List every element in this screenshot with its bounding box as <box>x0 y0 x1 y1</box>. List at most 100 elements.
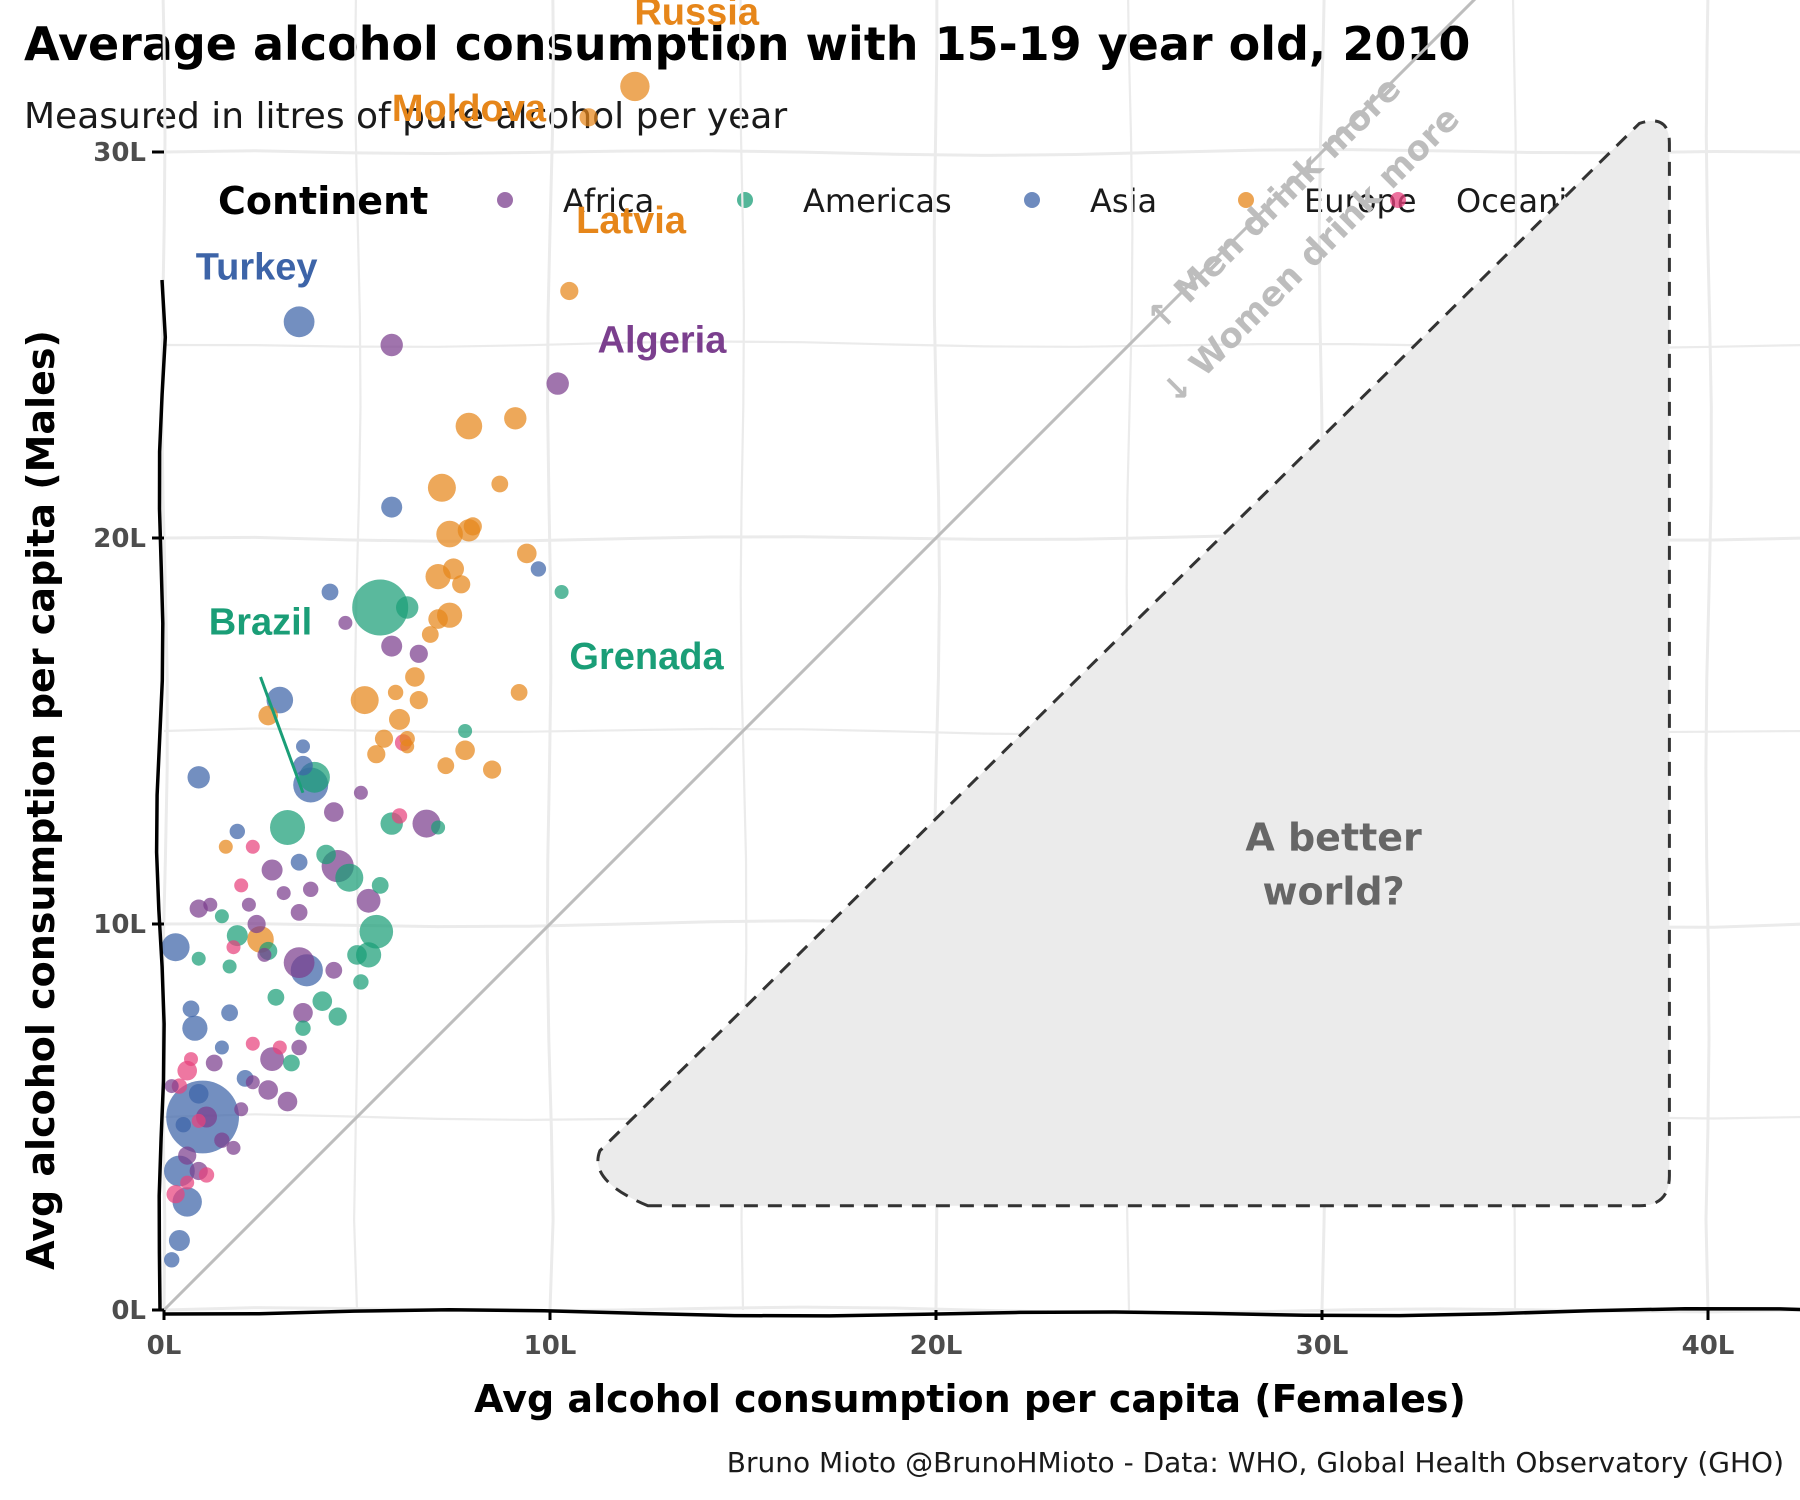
data-point-africa <box>205 1054 223 1072</box>
data-point-africa <box>245 1075 260 1090</box>
data-points <box>161 71 650 1268</box>
data-point-europe <box>387 684 404 701</box>
data-point-europe <box>218 839 233 854</box>
y-axis-label: Avg alcohol consumption per capita (Male… <box>19 330 63 1270</box>
data-point-africa <box>290 904 308 921</box>
legend-key-oceania <box>1390 192 1406 208</box>
data-point-europe <box>428 609 448 629</box>
grid-line-x <box>352 0 362 1311</box>
data-point-oceania <box>245 1036 260 1051</box>
country-label-brazil: Brazil <box>209 602 312 644</box>
data-point-europe <box>421 626 439 643</box>
tick-labels: 0L10L20L30L40L0L10L20L30L40L <box>93 138 1735 1361</box>
data-point-oceania <box>198 1167 215 1183</box>
data-point-europe <box>491 475 509 493</box>
data-point-europe <box>455 412 483 440</box>
chart-caption: Bruno Mioto @BrunoHMioto - Data: WHO, Gl… <box>727 1446 1784 1479</box>
data-point-africa <box>325 961 343 979</box>
data-point-asia <box>182 1000 200 1018</box>
data-point-oceania <box>191 1113 206 1128</box>
data-point-africa <box>293 1003 313 1023</box>
legend-key-asia <box>1024 192 1040 208</box>
data-point-europe <box>409 691 428 710</box>
legend-key-americas <box>737 192 753 208</box>
data-point-americas <box>371 877 389 894</box>
data-point-africa <box>324 802 344 822</box>
country-label-russia: Russia <box>634 0 759 34</box>
grid-line-y <box>163 148 1800 157</box>
data-point-africa <box>257 947 272 962</box>
y-tick-label: 30L <box>93 138 146 168</box>
data-point-europe <box>389 708 410 730</box>
better-world-label-line2: world? <box>1262 870 1404 914</box>
data-point-europe <box>483 760 502 779</box>
data-point-americas <box>214 909 229 924</box>
y-tick-label: 10L <box>93 910 146 940</box>
legend: Continent Africa Americas Asia Europe Oceani… <box>218 179 1587 223</box>
grid-line-x <box>545 0 555 1311</box>
data-point-oceania <box>391 808 408 824</box>
data-point-asia <box>164 1252 180 1268</box>
data-point-asia <box>381 496 403 518</box>
data-point-africa <box>203 897 218 912</box>
data-point-americas <box>270 810 305 845</box>
data-point-africa <box>234 1102 249 1117</box>
data-point-africa <box>241 897 256 912</box>
legend-title: Continent <box>218 179 428 223</box>
y-axis-line <box>154 279 168 1311</box>
data-point-europe <box>517 543 537 564</box>
data-point-africa <box>303 881 319 897</box>
country-label-moldova: Moldova <box>392 88 547 130</box>
data-point-oceania <box>272 1040 287 1055</box>
data-point-americas <box>554 585 569 599</box>
y-tick-label: 20L <box>93 524 146 554</box>
country-labels: BelarusLebanonLithuaniaRussiaMoldovaLatv… <box>196 0 760 794</box>
data-point-europe <box>367 745 386 764</box>
data-point-asia <box>187 766 210 789</box>
data-point-africa <box>409 644 428 663</box>
country-label-algeria: Algeria <box>598 320 728 362</box>
data-point-americas <box>295 1020 311 1036</box>
data-point-africa <box>226 1140 241 1155</box>
y-tick-label: 0L <box>111 1296 146 1326</box>
data-point-asia <box>175 1117 191 1133</box>
axes <box>154 279 1800 1318</box>
data-point-africa <box>214 1132 230 1148</box>
better-world-triangle <box>596 119 1671 1208</box>
data-point-americas <box>352 579 409 636</box>
legend-key-europe <box>1238 192 1254 208</box>
data-point-africa <box>283 947 315 978</box>
data-point-europe <box>400 739 415 754</box>
data-point-asia <box>214 1040 229 1055</box>
data-point-americas <box>283 1054 300 1072</box>
data-point-asia <box>161 933 190 962</box>
data-point-asia <box>266 686 294 714</box>
data-point-asia <box>321 583 339 601</box>
x-tick-label: 0L <box>147 1331 182 1361</box>
data-point-europe <box>436 520 463 548</box>
data-point-americas <box>335 863 364 892</box>
data-point-africa <box>178 1146 197 1165</box>
x-axis-line <box>163 1306 1800 1318</box>
data-point-asia <box>188 1084 209 1104</box>
data-point-asia <box>530 561 547 577</box>
data-point-europe <box>350 686 379 715</box>
data-point-oceania <box>180 1175 195 1190</box>
data-point-americas <box>359 914 394 949</box>
chart-subtitle: Measured in litres of pure alcohol per y… <box>24 96 787 137</box>
data-point-africa <box>338 615 353 630</box>
x-tick-label: 40L <box>1682 1331 1735 1361</box>
x-tick-label: 10L <box>524 1331 577 1361</box>
data-point-americas <box>267 988 285 1006</box>
data-point-oceania <box>166 1185 185 1204</box>
data-point-europe <box>427 473 456 502</box>
data-point-europe <box>463 517 482 536</box>
data-point-asia <box>296 739 310 754</box>
data-point-europe <box>560 281 579 301</box>
data-point-asia <box>221 1004 239 1022</box>
data-point-europe <box>620 71 650 102</box>
data-point-europe <box>405 667 425 687</box>
data-point-africa <box>247 914 266 934</box>
grid-line-x <box>1704 0 1713 1311</box>
